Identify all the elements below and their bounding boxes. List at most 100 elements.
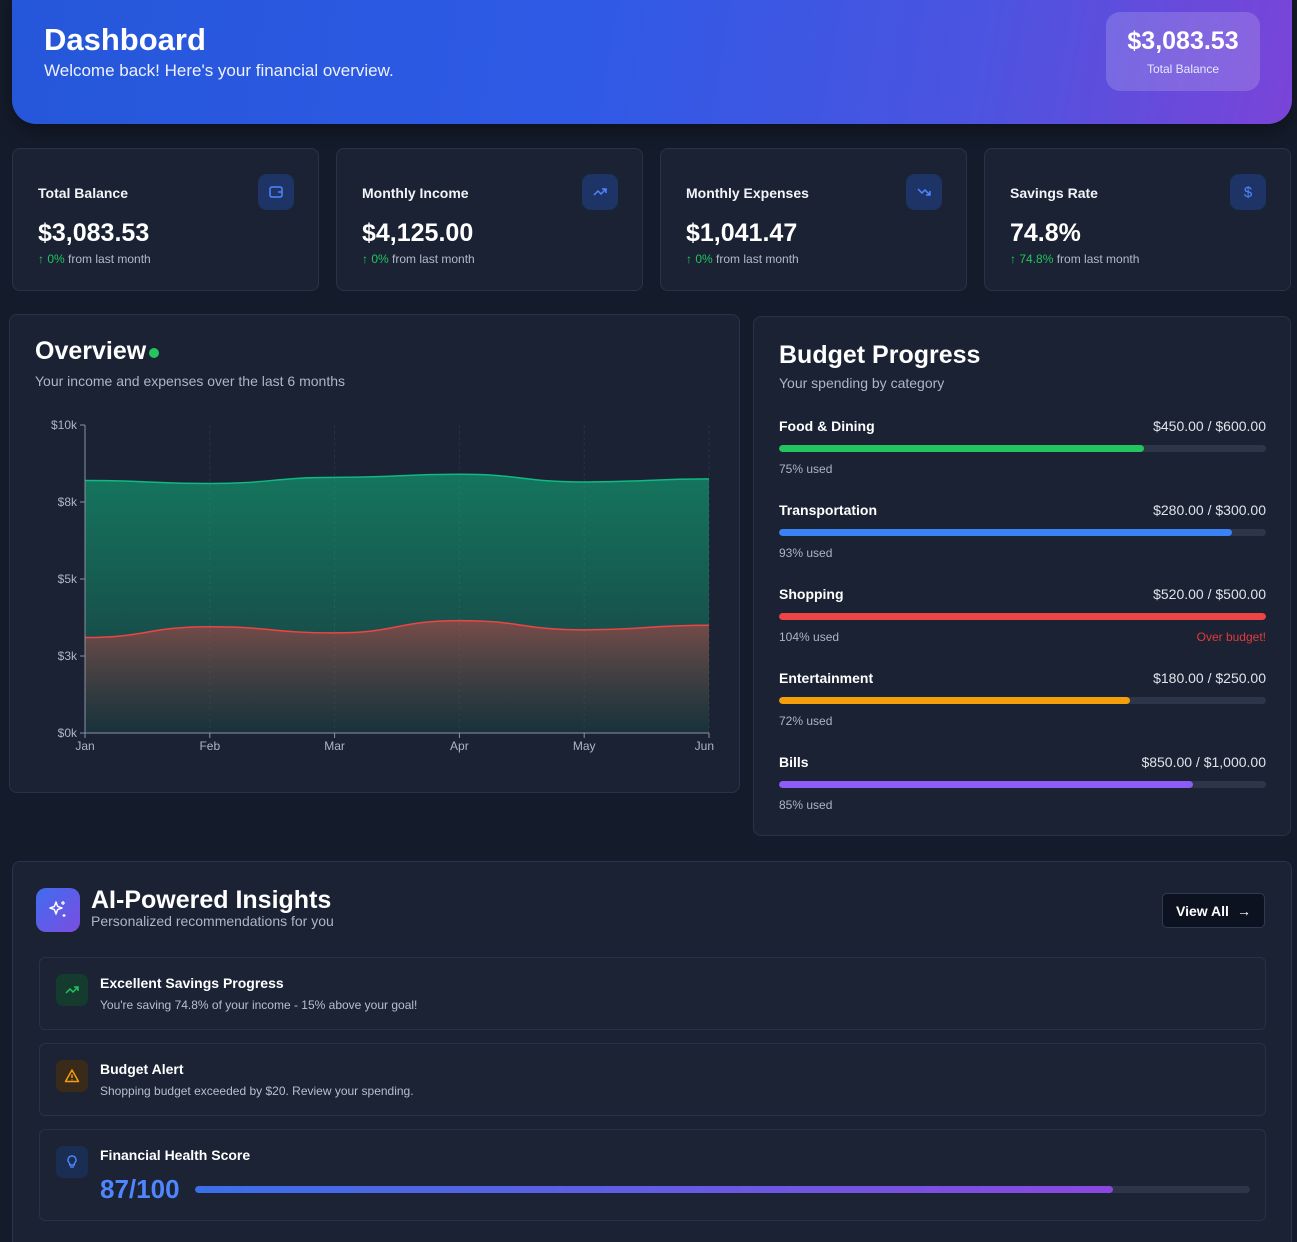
series-line-1	[84, 619, 710, 639]
stat-change-value: 0%	[47, 252, 65, 266]
insight-title: Excellent Savings Progress	[100, 975, 284, 991]
header-balance-amount: $3,083.53	[1127, 27, 1239, 55]
ai-insights-title: AI-Powered Insights	[91, 886, 332, 914]
view-all-button[interactable]: View All →	[1162, 893, 1265, 928]
stat-change: ↑ 74.8% from last month	[1010, 252, 1139, 266]
wallet-icon	[258, 174, 294, 210]
x-tick-label: Mar	[324, 739, 345, 753]
budget-item-name: Transportation	[779, 502, 878, 518]
budget-item-entertainment: Entertainment $180.00 / $250.00 72% used	[779, 670, 1266, 740]
budget-progress-fill	[779, 445, 1145, 452]
stat-change-value: 74.8%	[1019, 252, 1054, 266]
overview-panel: Overview Your income and expenses over t…	[9, 314, 740, 793]
overview-subtitle: Your income and expenses over the last 6…	[35, 373, 346, 389]
insight-description: Shopping budget exceeded by $20. Review …	[100, 1084, 414, 1098]
stat-title: Monthly Expenses	[686, 185, 809, 201]
stat-value: $4,125.00	[362, 219, 474, 247]
stat-title: Monthly Income	[362, 185, 469, 201]
stat-value: 74.8%	[1010, 219, 1081, 247]
budget-item-transportation: Transportation $280.00 / $300.00 93% use…	[779, 502, 1266, 572]
budget-item-used: 72% used	[779, 714, 833, 728]
budget-item-amounts: $520.00 / $500.00	[1153, 586, 1266, 602]
trending-down-icon	[906, 174, 942, 210]
warning-icon	[56, 1060, 88, 1092]
trending-up-icon	[56, 974, 88, 1006]
header-balance-label: Total Balance	[1146, 62, 1220, 76]
x-tick-label: Jun	[695, 739, 714, 753]
stat-change: ↑ 0% from last month	[362, 252, 475, 266]
y-tick-label: $8k	[58, 495, 78, 509]
budget-title: Budget Progress	[779, 341, 981, 369]
insight-card-health-score[interactable]: Financial Health Score 87/100	[39, 1129, 1266, 1221]
series-area-1	[85, 620, 709, 733]
x-tick-label: Apr	[450, 739, 469, 753]
budget-subtitle: Your spending by category	[779, 375, 945, 391]
insight-card-budget-alert[interactable]: Budget Alert Shopping budget exceeded by…	[39, 1043, 1266, 1116]
live-status-dot	[149, 348, 159, 358]
budget-progress-fill	[779, 697, 1130, 704]
budget-item-used: 85% used	[779, 798, 833, 812]
insight-title: Financial Health Score	[100, 1147, 251, 1163]
budget-progress-fill	[779, 613, 1266, 620]
stat-card-savings-rate: Savings Rate $ 74.8% ↑ 74.8% from last m…	[984, 148, 1291, 291]
page-subtitle: Welcome back! Here's your financial over…	[44, 61, 394, 80]
budget-progress-fill	[779, 529, 1232, 536]
budget-progress-track	[779, 529, 1266, 536]
budget-progress-track	[779, 613, 1266, 620]
arrow-up-icon: ↑	[1010, 252, 1020, 266]
sparkles-icon	[36, 888, 80, 932]
overview-chart: $0k $3k $5k $8k $10k Jan Feb Mar Apr May Jun	[51, 418, 714, 753]
stat-change-text: from last month	[392, 252, 475, 266]
ai-insights-panel: AI-Powered Insights Personalized recomme…	[12, 861, 1292, 1242]
stat-card-monthly-expenses: Monthly Expenses $1,041.47 ↑ 0% from las…	[660, 148, 967, 291]
budget-item-used: 104% used	[779, 630, 840, 644]
budget-progress-track	[779, 697, 1266, 704]
header-banner: Dashboard Welcome back! Here's your fina…	[12, 0, 1292, 124]
arrow-up-icon: ↑	[686, 252, 696, 266]
x-tick-label: Feb	[199, 739, 220, 753]
arrow-up-icon: ↑	[38, 252, 48, 266]
insight-description: You're saving 74.8% of your income - 15%…	[100, 998, 418, 1012]
stat-card-monthly-income: Monthly Income $4,125.00 ↑ 0% from last …	[336, 148, 643, 291]
stat-change-value: 0%	[371, 252, 389, 266]
budget-progress-track	[779, 445, 1266, 452]
budget-item-bills: Bills $850.00 / $1,000.00 85% used	[779, 754, 1266, 824]
stat-title: Savings Rate	[1010, 185, 1098, 201]
budget-item-name: Entertainment	[779, 670, 874, 686]
x-tick-label: May	[573, 739, 596, 753]
budget-progress-fill	[779, 781, 1193, 788]
health-score-value: 87/100	[100, 1174, 180, 1204]
budget-item-name: Food & Dining	[779, 418, 875, 434]
budget-item-name: Shopping	[779, 586, 844, 602]
header-balance-card: $3,083.53 Total Balance	[1106, 12, 1260, 91]
insight-title: Budget Alert	[100, 1061, 184, 1077]
dollar-icon: $	[1230, 174, 1266, 210]
stat-change-text: from last month	[716, 252, 799, 266]
stat-change-text: from last month	[68, 252, 151, 266]
ai-insights-subtitle: Personalized recommendations for you	[91, 913, 334, 929]
stat-value: $3,083.53	[38, 219, 150, 247]
stat-change: ↑ 0% from last month	[686, 252, 799, 266]
insight-card-savings[interactable]: Excellent Savings Progress You're saving…	[39, 957, 1266, 1030]
budget-panel: Budget Progress Your spending by categor…	[753, 316, 1291, 836]
arrow-up-icon: ↑	[362, 252, 372, 266]
budget-item-amounts: $280.00 / $300.00	[1153, 502, 1266, 518]
lightbulb-icon	[56, 1146, 88, 1178]
budget-item-used: 93% used	[779, 546, 833, 560]
y-tick-label: $0k	[58, 726, 78, 740]
overview-title: Overview	[35, 337, 147, 365]
budget-item-amounts: $850.00 / $1,000.00	[1141, 754, 1266, 770]
stat-change: ↑ 0% from last month	[38, 252, 151, 266]
stat-value: $1,041.47	[686, 219, 798, 247]
y-tick-label: $3k	[58, 649, 78, 663]
stat-title: Total Balance	[38, 185, 128, 201]
budget-item-amounts: $450.00 / $600.00	[1153, 418, 1266, 434]
arrow-right-icon: →	[1236, 902, 1251, 919]
health-score-fill	[195, 1186, 1113, 1193]
budget-item-food: Food & Dining $450.00 / $600.00 75% used	[779, 418, 1266, 488]
budget-item-amounts: $180.00 / $250.00	[1153, 670, 1266, 686]
page-title: Dashboard	[44, 22, 206, 57]
stat-card-total-balance: Total Balance $3,083.53 ↑ 0% from last m…	[12, 148, 319, 291]
budget-item-shopping: Shopping $520.00 / $500.00 104% used Ove…	[779, 586, 1266, 656]
stat-change-text: from last month	[1056, 252, 1140, 266]
